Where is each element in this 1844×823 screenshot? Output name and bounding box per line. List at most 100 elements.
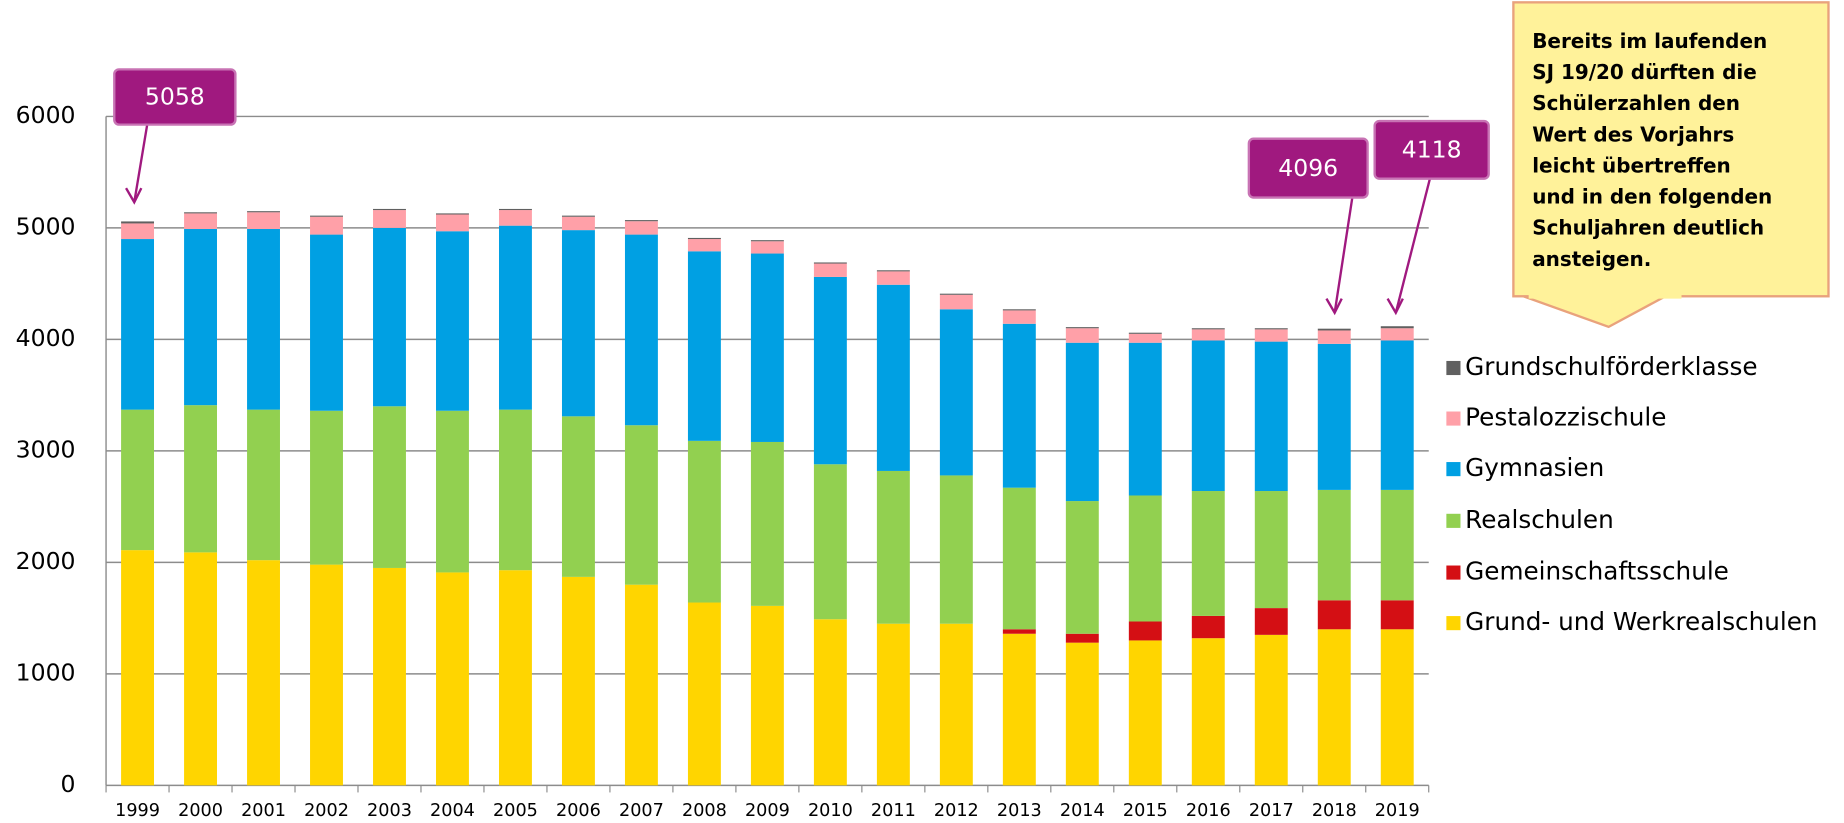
- bar-segment: [247, 409, 280, 561]
- bar-segment: [939, 293, 973, 295]
- bar-segment: [939, 294, 973, 310]
- bar-segment: [1002, 633, 1036, 786]
- bar-segment: [561, 215, 595, 217]
- bar-segment: [1317, 489, 1351, 601]
- bar-segment: [939, 475, 973, 624]
- note-box: [1512, 1, 1830, 298]
- bar-segment: [1254, 329, 1288, 342]
- note-text: und in den folgenden: [1532, 185, 1772, 209]
- callout-box: [113, 68, 237, 126]
- bar-segment: [373, 227, 406, 407]
- callout-arrow: [133, 124, 149, 203]
- bar-segment: [373, 406, 406, 568]
- bar-segment: [184, 405, 217, 553]
- bar-segment: [561, 416, 595, 577]
- bar-segment: [1254, 608, 1288, 635]
- x-tick-label: 2014: [1060, 801, 1105, 821]
- x-tick-label: 2008: [682, 801, 727, 821]
- y-tick-label: 2000: [16, 547, 76, 575]
- bar-segment: [1065, 501, 1099, 634]
- bar-segment: [1380, 629, 1414, 786]
- bar-segment: [750, 605, 784, 786]
- bar-segment: [750, 240, 784, 242]
- x-tick-label: 2019: [1375, 801, 1420, 821]
- bar-segment: [561, 230, 595, 417]
- legend-label: Grundschulförderklasse: [1465, 352, 1757, 381]
- bar-segment: [624, 425, 658, 585]
- legend-label: Grund- und Werkrealschulen: [1465, 607, 1817, 636]
- bar-segment: [184, 213, 217, 230]
- x-tick-label: 2010: [808, 801, 853, 821]
- bar-segment: [121, 239, 155, 410]
- bar-segment: [624, 221, 658, 235]
- legend-swatch: [1446, 565, 1461, 580]
- bar-segment: [687, 440, 721, 603]
- x-tick-label: 2001: [241, 801, 286, 821]
- bar-segment: [1317, 600, 1351, 630]
- x-tick-label: 2000: [178, 801, 223, 821]
- bar-segment: [1317, 629, 1351, 786]
- callout-text: 4096: [1278, 154, 1338, 182]
- bar-segment: [624, 234, 658, 426]
- bar-segment: [939, 309, 973, 476]
- callout-arrowhead: [125, 187, 143, 205]
- bar-segment: [813, 619, 847, 786]
- y-tick-label: 1000: [16, 658, 76, 686]
- bar-segment: [1380, 328, 1414, 341]
- x-tick-label: 2012: [934, 801, 979, 821]
- note-text: Bereits im laufenden: [1532, 29, 1767, 53]
- bar-segment: [184, 212, 217, 214]
- bar-segment: [247, 211, 280, 213]
- bar-segment: [436, 214, 469, 232]
- bar-segment: [1065, 633, 1099, 643]
- x-tick-label: 2018: [1312, 801, 1357, 821]
- bar-segment: [1191, 491, 1225, 616]
- bar-segment: [876, 271, 910, 285]
- bar-segment: [1128, 640, 1162, 786]
- bar-segment: [121, 409, 155, 551]
- bar-segment: [1317, 330, 1351, 344]
- callout-text: 5058: [145, 83, 205, 111]
- bar-segment: [1254, 341, 1288, 492]
- bar-segment: [1254, 328, 1288, 330]
- note-text: SJ 19/20 dürften die: [1532, 60, 1757, 84]
- callout-box: [1247, 137, 1369, 199]
- bar-segment: [1254, 634, 1288, 786]
- bar-segment: [750, 441, 784, 606]
- bar-segment: [310, 564, 343, 786]
- bar-segment: [498, 210, 532, 226]
- bar-segment: [813, 263, 847, 277]
- callout-arrow: [1394, 178, 1432, 314]
- x-tick-label: 2004: [430, 801, 475, 821]
- bar-segment: [1002, 323, 1036, 488]
- bar-segment: [876, 284, 910, 471]
- bar-segment: [121, 221, 155, 224]
- bar-segment: [813, 464, 847, 620]
- bar-segment: [1128, 495, 1162, 622]
- y-tick-label: 5000: [16, 212, 76, 240]
- x-tick-label: 2007: [619, 801, 664, 821]
- note-text: leicht übertreffen: [1532, 153, 1731, 177]
- bar-segment: [373, 210, 406, 228]
- bar-segment: [121, 223, 155, 240]
- callout-box: [1373, 119, 1490, 180]
- bar-segment: [310, 410, 343, 565]
- bar-segment: [1128, 333, 1162, 343]
- bar-segment: [939, 623, 973, 786]
- x-tick-label: 1999: [115, 801, 160, 821]
- x-tick-label: 2016: [1186, 801, 1231, 821]
- x-tick-label: 2011: [871, 801, 916, 821]
- bar-segment: [1380, 489, 1414, 601]
- bar-segment: [1128, 332, 1162, 334]
- bar-segment: [498, 225, 532, 410]
- bar-segment: [1191, 329, 1225, 341]
- bar-segment: [687, 602, 721, 786]
- legend-swatch: [1446, 513, 1461, 528]
- bar-segment: [1002, 310, 1036, 324]
- x-tick-label: 2017: [1249, 801, 1294, 821]
- bar-segment: [1380, 600, 1414, 630]
- bar-segment: [813, 276, 847, 465]
- bar-segment: [1002, 487, 1036, 630]
- bar-segment: [1002, 629, 1036, 634]
